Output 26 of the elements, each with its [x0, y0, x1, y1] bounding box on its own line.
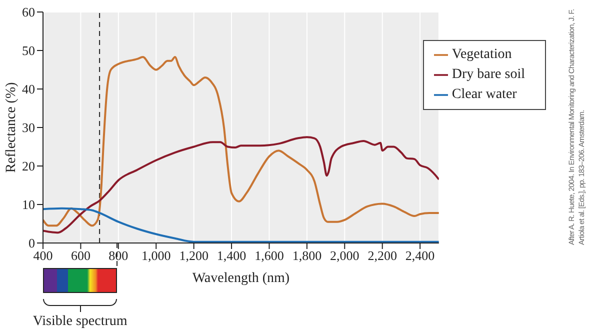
x-tick-label: 2,200: [368, 248, 397, 264]
y-tick-label: 60: [22, 4, 35, 20]
x-tick-label: 1,200: [179, 248, 208, 264]
legend-label: Vegetation: [452, 47, 512, 62]
y-tick-label: 10: [22, 197, 35, 212]
x-tick-label: 600: [70, 248, 90, 264]
line-series: [43, 56, 439, 227]
x-tick-label: 400: [33, 248, 53, 264]
y-tick-label: 50: [22, 43, 35, 58]
y-axis-title: Reflectance (%): [4, 82, 19, 173]
x-tick-label: 1,800: [292, 248, 322, 264]
y-tick-label: 20: [22, 158, 35, 174]
line-series: [43, 136, 439, 234]
y-tick-label: 30: [22, 120, 35, 136]
x-tick-label: 800: [108, 248, 128, 264]
y-tick-label: 0: [28, 236, 35, 251]
x-tick-label: 2,000: [330, 248, 360, 264]
legend-label: Dry bare soil: [452, 67, 525, 82]
y-tick-label: 40: [22, 82, 35, 97]
x-tick-label: 2,400: [405, 248, 435, 264]
x-axis-title: Wavelength (nm): [192, 271, 290, 286]
x-tick-label: 1,400: [216, 248, 246, 264]
x-tick-label: 1,000: [141, 248, 171, 264]
legend-label: Clear water: [452, 87, 517, 102]
x-tick-label: 1,600: [254, 248, 284, 264]
text: Visible spectrum: [32, 314, 128, 330]
